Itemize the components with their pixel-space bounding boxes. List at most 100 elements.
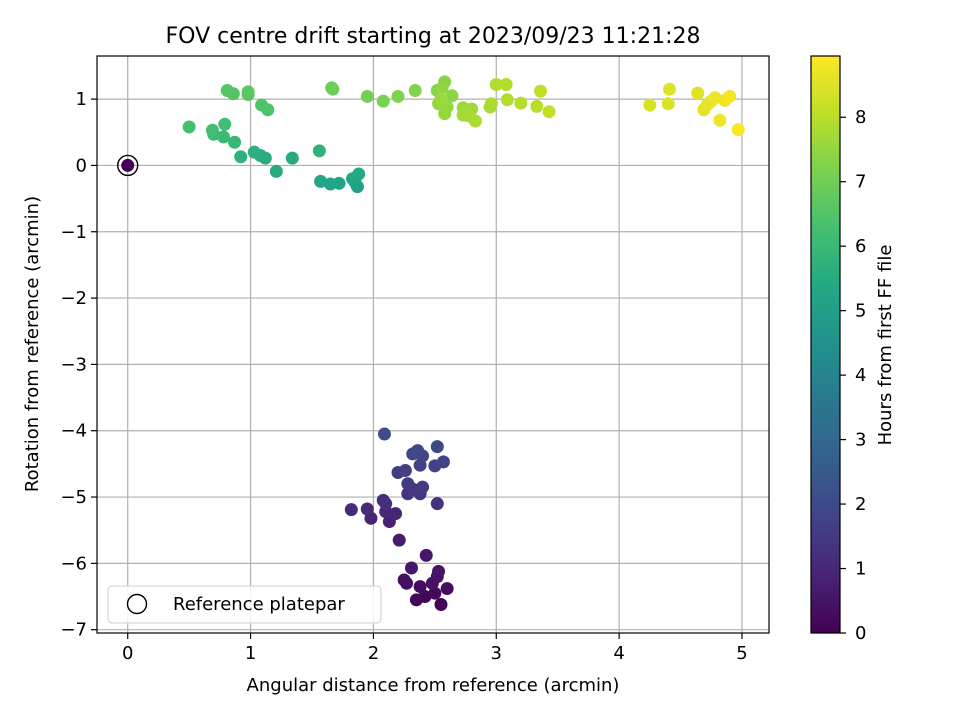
x-tick-label: 5 — [736, 643, 747, 664]
data-point — [379, 497, 393, 511]
x-tick-label: 2 — [368, 643, 379, 664]
data-point — [662, 82, 676, 96]
colorbar-tick-label: 4 — [855, 365, 866, 386]
plot-area-frame — [96, 55, 770, 634]
chart-title: FOV centre drift starting at 2023/09/23 … — [166, 24, 701, 49]
colorbar-tick-label: 6 — [855, 236, 866, 257]
data-point — [723, 89, 737, 103]
data-point — [542, 105, 556, 119]
data-point — [352, 167, 366, 181]
data-point — [411, 444, 425, 458]
data-point — [255, 98, 269, 112]
colorbar-label: Hours from first FF file — [875, 245, 896, 446]
y-tick-label: 1 — [76, 89, 87, 110]
data-point — [326, 82, 340, 96]
data-point — [389, 507, 403, 521]
grid-lines — [97, 56, 769, 633]
x-axis-label: Angular distance from reference (arcmin) — [247, 675, 620, 696]
data-point — [436, 455, 450, 469]
data-point — [391, 89, 405, 103]
data-point — [314, 174, 328, 188]
colorbar-tick-label: 7 — [855, 172, 866, 193]
data-point — [708, 91, 722, 105]
data-point — [205, 123, 219, 137]
data-point — [312, 144, 326, 158]
data-point — [419, 548, 433, 562]
x-tick-label: 1 — [245, 643, 256, 664]
colorbar-tick-label: 0 — [855, 623, 866, 644]
data-point — [438, 107, 452, 121]
data-point — [344, 503, 358, 517]
data-point — [445, 89, 459, 103]
data-point — [530, 99, 544, 113]
data-point — [713, 113, 727, 127]
data-point — [408, 83, 422, 97]
data-point — [241, 85, 255, 99]
data-point — [218, 117, 232, 131]
data-point — [489, 78, 503, 92]
data-point — [434, 597, 448, 611]
data-point — [285, 151, 299, 165]
data-point — [416, 480, 430, 494]
data-point — [409, 593, 423, 607]
data-point — [332, 176, 346, 190]
legend-box — [107, 585, 382, 624]
data-point — [435, 81, 449, 95]
data-point — [514, 96, 528, 110]
legend-marker-open-circle — [126, 593, 148, 615]
data-point — [269, 164, 283, 178]
data-point — [220, 83, 234, 97]
data-point — [182, 120, 196, 134]
colorbar-tick-label: 5 — [855, 301, 866, 322]
data-point — [400, 576, 414, 590]
colorbar-tick-label: 3 — [855, 430, 866, 451]
data-point — [430, 497, 444, 511]
data-point — [691, 86, 705, 100]
colorbar-tick-label: 8 — [855, 107, 866, 128]
data-point — [234, 150, 248, 164]
data-point — [731, 123, 745, 137]
data-point — [468, 114, 482, 128]
y-tick-label: −6 — [60, 553, 87, 574]
data-point — [484, 97, 498, 111]
data-point — [499, 78, 513, 92]
x-tick-label: 4 — [613, 643, 624, 664]
y-axis-ticks: 1 0 −1 −2 −3 −4 −5 −6 −7 — [60, 89, 97, 641]
data-point — [428, 586, 442, 600]
colorbar-gradient — [810, 55, 841, 634]
data-point — [434, 92, 448, 106]
data-point — [398, 464, 412, 478]
data-point — [228, 135, 242, 149]
x-tick-label: 0 — [122, 643, 133, 664]
data-point — [430, 440, 444, 454]
y-tick-label: −5 — [60, 487, 87, 508]
colorbar: 0 1 2 3 4 5 6 7 8 Hours from first FF file — [810, 55, 896, 644]
x-axis-ticks: 0 1 2 3 4 5 — [122, 633, 748, 664]
legend-label: Reference platepar — [173, 594, 345, 615]
data-point — [500, 93, 514, 107]
colorbar-tick-label: 2 — [855, 494, 866, 515]
data-point — [413, 580, 427, 594]
reference-data-point — [121, 158, 135, 172]
data-point — [401, 477, 415, 491]
y-tick-label: −4 — [60, 421, 87, 442]
data-point — [377, 427, 391, 441]
data-point — [360, 89, 374, 103]
data-point — [360, 502, 374, 516]
data-point — [405, 561, 419, 575]
colorbar-tick-label: 1 — [855, 559, 866, 580]
y-tick-label: −3 — [60, 354, 87, 375]
x-tick-label: 3 — [491, 643, 502, 664]
data-point — [661, 97, 675, 111]
data-point — [432, 564, 446, 578]
y-tick-label: −7 — [60, 620, 87, 641]
data-point — [376, 94, 390, 108]
y-tick-label: −1 — [60, 222, 87, 243]
data-point — [643, 98, 657, 112]
reference-platepar-marker — [117, 154, 139, 177]
data-point — [247, 145, 261, 159]
data-points — [117, 75, 745, 611]
colorbar-ticks: 0 1 2 3 4 5 6 7 8 — [840, 107, 866, 644]
data-point — [392, 533, 406, 547]
